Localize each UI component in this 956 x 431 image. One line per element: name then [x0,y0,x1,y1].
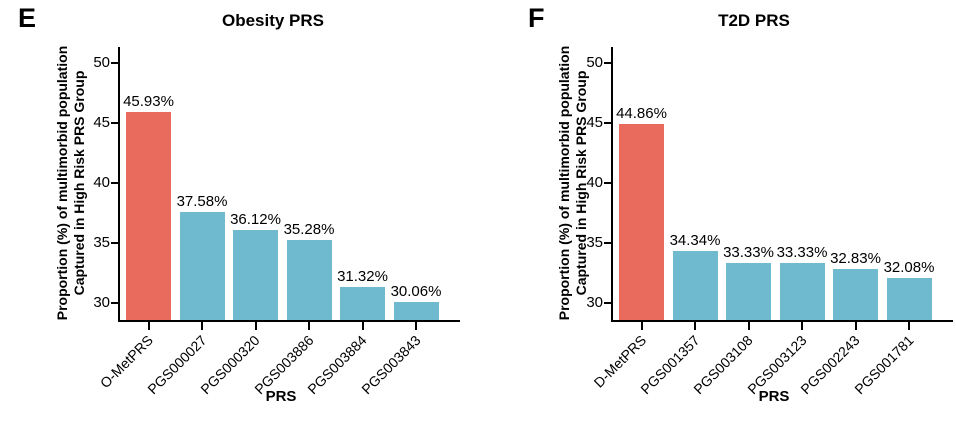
bar-value-label: 33.33% [723,244,774,262]
x-tick-mark [254,322,257,330]
x-tick-mark [361,322,364,330]
y-tick-label: 30 [93,294,110,312]
y-tick-mark [604,61,611,64]
bar [886,278,932,320]
bar [286,239,332,320]
bar [126,111,171,320]
x-tick-mark [201,322,203,330]
y-tick-mark [111,181,118,184]
x-axis-title: PRS [758,388,790,405]
bar-value-label: 37.58% [176,193,228,210]
y-tick-mark [111,302,118,305]
bar-value-label: 32.83% [830,250,881,268]
bar-value-label: 30.06% [390,283,442,301]
bar-value-label: 44.86% [616,105,667,123]
panel-letter: F [528,3,545,33]
y-tick-mark [604,181,611,184]
plot-area: 30 35 40 45 50 44.86% D-MetPRS 34.34% PGS001357 3… [586,47,953,397]
bar-value-label: 32.08% [883,259,935,277]
y-tick-label: 50 [586,53,603,71]
y-tick-mark [111,61,118,64]
x-tick-mark [147,322,150,330]
y-tick-mark [604,242,611,245]
chart-title: Obesity PRS [221,11,325,30]
panel-obesity-prs: E Obesity PRS Proportion (%) of multimor… [0,0,463,431]
bar [340,287,385,320]
bar [672,250,718,320]
bar-value-label: 33.33% [776,244,828,262]
bar [393,302,439,320]
bar [726,263,771,320]
x-tick-mark [415,322,417,330]
x-tick-mark [747,322,750,330]
bar-value-label: 31.32% [337,268,388,286]
y-tick-label: 40 [93,173,110,191]
bar-value-label: 45.93% [123,92,174,110]
y-tick-label: 50 [93,53,110,71]
x-tick-mark [908,322,910,330]
bar-value-label: 34.34% [669,231,721,249]
x-tick-mark [640,322,643,330]
bar [779,263,825,320]
x-tick-mark [308,322,310,330]
bar [233,229,278,320]
bar [179,212,225,320]
y-tick-mark [604,302,611,305]
chart-title: T2D PRS [718,11,790,30]
x-axis-title: PRS [265,388,297,405]
y-tick-label: 35 [586,234,603,252]
y-tick-mark [604,121,611,124]
x-tick-mark [694,322,696,330]
y-tick-label: 45 [586,113,603,131]
y-axis-title-line1: Proportion (%) of multimorbid population [54,45,70,321]
plot-area: 30 35 40 45 50 45.93% O-MetPRS 37.58% PGS000027 3… [93,47,460,397]
bar-value-label: 35.28% [283,220,335,238]
x-tick-mark [801,322,803,330]
panel-t2d-prs: F T2D PRS Proportion (%) of multimorbid … [493,0,956,431]
bar [833,269,878,320]
y-tick-label: 35 [93,234,110,252]
y-tick-mark [111,121,118,124]
bar [619,124,664,320]
bar-value-label: 36.12% [230,210,281,228]
y-tick-label: 45 [93,113,110,131]
y-tick-label: 40 [586,173,603,191]
y-tick-mark [111,242,118,245]
panel-letter: E [18,3,37,33]
y-tick-label: 30 [586,294,603,312]
x-tick-mark [854,322,857,330]
